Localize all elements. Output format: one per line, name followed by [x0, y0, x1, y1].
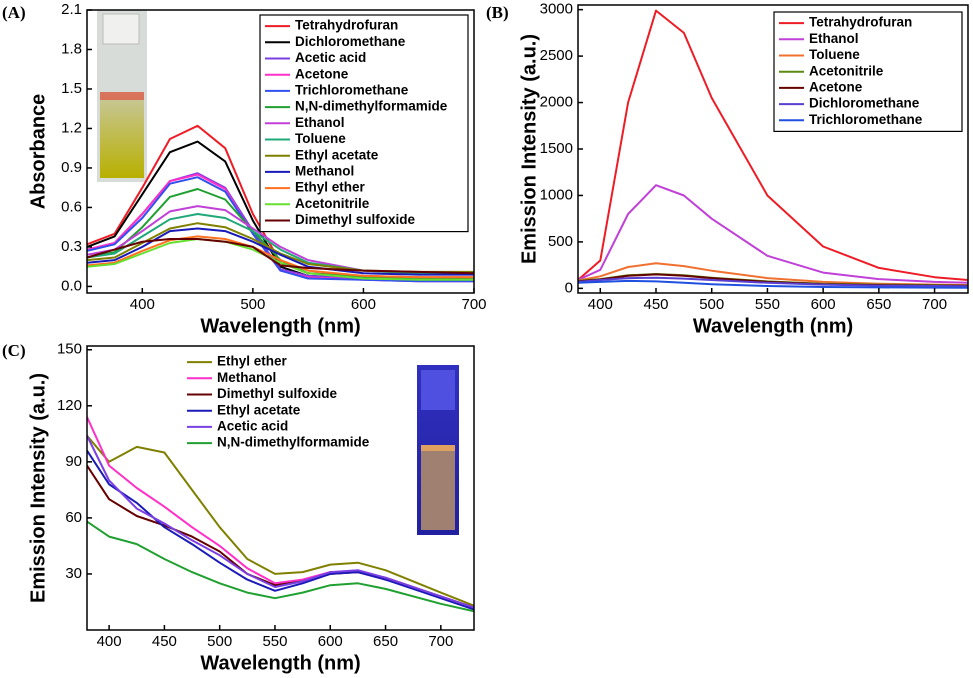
x-axis-label: Wavelength (nm)	[693, 315, 853, 337]
legend-label: Acetone	[295, 66, 349, 81]
x-tick-label: 600	[351, 296, 376, 313]
x-tick-label: 400	[588, 296, 613, 313]
x-tick-label: 450	[152, 633, 177, 650]
y-axis-label: Absorbance	[27, 94, 49, 210]
y-tick-label: 3000	[540, 1, 573, 18]
x-tick-label: 700	[428, 633, 453, 650]
legend-label: Toluene	[295, 131, 346, 146]
series-line	[578, 184, 968, 284]
y-tick-label: 0.3	[61, 238, 82, 255]
series-line	[87, 188, 474, 280]
series-line	[87, 176, 474, 283]
x-tick-label: 600	[811, 296, 836, 313]
series-line	[578, 9, 968, 281]
legend-label: Tetrahydrofuran	[295, 18, 398, 33]
legend-label: Acetone	[809, 79, 863, 94]
legend-label: Ethanol	[809, 31, 859, 46]
y-tick-label: 0.0	[61, 277, 82, 294]
legend-label: Dichloromethane	[295, 34, 406, 49]
y-tick-label: 1500	[540, 140, 573, 157]
y-tick-label: 150	[57, 341, 82, 358]
legend-label: Ethanol	[295, 115, 345, 130]
series-line	[87, 238, 474, 281]
legend-label: N,N-dimethylformamide	[295, 99, 448, 114]
y-axis-label: Emission Intensity (a.u.)	[27, 373, 49, 603]
legend-label: Acetonitrile	[809, 63, 884, 78]
x-tick-label: 450	[643, 296, 668, 313]
series-line	[87, 520, 474, 613]
legend-frame	[259, 14, 469, 233]
panel-label: (B)	[486, 3, 509, 22]
x-axis-label: Wavelength (nm)	[200, 652, 360, 674]
panel-label: (A)	[2, 3, 26, 22]
legend-label: Trichloromethane	[295, 82, 409, 97]
plot-frame	[86, 345, 475, 631]
legend-label: Acetic acid	[217, 418, 288, 433]
x-tick-label: 500	[240, 296, 265, 313]
legend-label: Methanol	[217, 370, 276, 385]
series-line	[87, 227, 474, 276]
y-tick-label: 1.8	[61, 40, 82, 57]
y-tick-label: 0	[565, 279, 573, 296]
x-tick-label: 700	[461, 296, 486, 313]
x-tick-label: 700	[922, 296, 947, 313]
y-tick-label: 2.1	[61, 1, 82, 18]
series-line	[87, 238, 474, 275]
y-tick-label: 0.9	[61, 159, 82, 176]
legend-label: Ethyl acetate	[217, 402, 301, 417]
cuvette-photo-c	[417, 365, 459, 535]
y-tick-label: 30	[65, 565, 82, 582]
x-tick-label: 500	[207, 633, 232, 650]
y-tick-label: 1000	[540, 186, 573, 203]
panel-label: (C)	[2, 341, 26, 360]
x-tick-label: 400	[97, 633, 122, 650]
legend-label: Methanol	[295, 163, 354, 178]
legend-label: Trichloromethane	[809, 112, 923, 127]
legend-label: Ethyl acetate	[295, 147, 379, 162]
legend-label: N,N-dimethylformamide	[217, 435, 370, 450]
legend-label: Tetrahydrofuran	[809, 15, 912, 30]
y-tick-label: 500	[548, 233, 573, 250]
y-tick-label: 2500	[540, 47, 573, 64]
legend-label: Ethyl ether	[295, 180, 366, 195]
series-line	[87, 235, 474, 279]
plot-lines	[578, 9, 968, 289]
x-tick-label: 500	[699, 296, 724, 313]
legend-label: Dichloromethane	[809, 96, 920, 111]
legend-frame	[773, 11, 963, 133]
y-tick-label: 1.5	[61, 80, 82, 97]
x-tick-label: 550	[262, 633, 287, 650]
y-tick-label: 90	[65, 453, 82, 470]
plot-frame	[86, 9, 475, 294]
series-line	[87, 450, 474, 611]
legend-label: Acetic acid	[295, 50, 366, 65]
x-tick-label: 650	[866, 296, 891, 313]
series-line	[578, 276, 968, 288]
plot-lines	[87, 416, 474, 613]
x-axis-label: Wavelength (nm)	[200, 315, 360, 337]
series-line	[578, 279, 968, 289]
y-tick-label: 120	[57, 397, 82, 414]
y-axis-label: Emission Intensity (a.u.)	[518, 34, 540, 264]
series-line	[87, 435, 474, 609]
y-tick-label: 1.2	[61, 119, 82, 136]
x-tick-label: 600	[318, 633, 343, 650]
x-tick-label: 400	[130, 296, 155, 313]
legend-label: Dimethyl sulfoxide	[217, 386, 338, 401]
cuvette-photo-a	[97, 10, 147, 182]
y-tick-label: 2000	[540, 94, 573, 111]
legend-label: Ethyl ether	[217, 354, 288, 369]
plot-lines	[87, 124, 474, 283]
legend-label: Toluene	[809, 47, 860, 62]
y-tick-label: 0.6	[61, 198, 82, 215]
legend-label: Acetonitrile	[295, 196, 370, 211]
x-tick-label: 650	[373, 633, 398, 650]
x-tick-label: 550	[755, 296, 780, 313]
legend-label: Dimethyl sulfoxide	[295, 212, 416, 227]
y-tick-label: 60	[65, 509, 82, 526]
series-line	[87, 435, 474, 607]
